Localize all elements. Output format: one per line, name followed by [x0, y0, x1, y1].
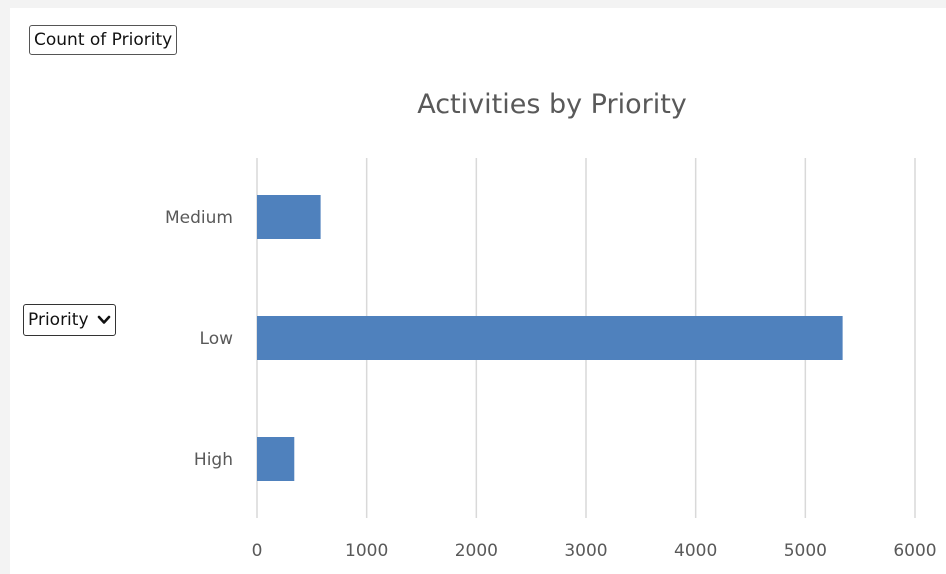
field-button-label: Count of Priority	[34, 30, 173, 50]
bar-high[interactable]	[257, 437, 295, 481]
bars	[257, 195, 843, 481]
x-tick-label: 4000	[674, 541, 717, 561]
bar-medium[interactable]	[257, 195, 321, 239]
chart-title: Activities by Priority	[417, 89, 687, 120]
x-tick-label: 2000	[455, 541, 498, 561]
x-tick-label: 6000	[893, 541, 936, 561]
priority-filter-dropdown[interactable]: Priority	[23, 304, 116, 336]
filter-button-label: Priority	[28, 310, 89, 330]
category-labels: Medium Low High	[165, 208, 233, 470]
x-axis-tick-labels: 0 1000 2000 3000 4000 5000 6000	[252, 541, 937, 561]
x-tick-label: 1000	[345, 541, 388, 561]
category-label-medium: Medium	[165, 208, 233, 228]
chevron-down-icon	[97, 315, 110, 324]
chart-area	[10, 8, 946, 574]
x-tick-label: 5000	[784, 541, 827, 561]
category-label-high: High	[194, 450, 233, 470]
x-tick-label: 3000	[564, 541, 607, 561]
bar-low[interactable]	[257, 316, 843, 360]
category-label-low: Low	[200, 329, 234, 349]
x-tick-label: 0	[252, 541, 263, 561]
count-of-priority-field-button[interactable]: Count of Priority	[29, 25, 178, 55]
